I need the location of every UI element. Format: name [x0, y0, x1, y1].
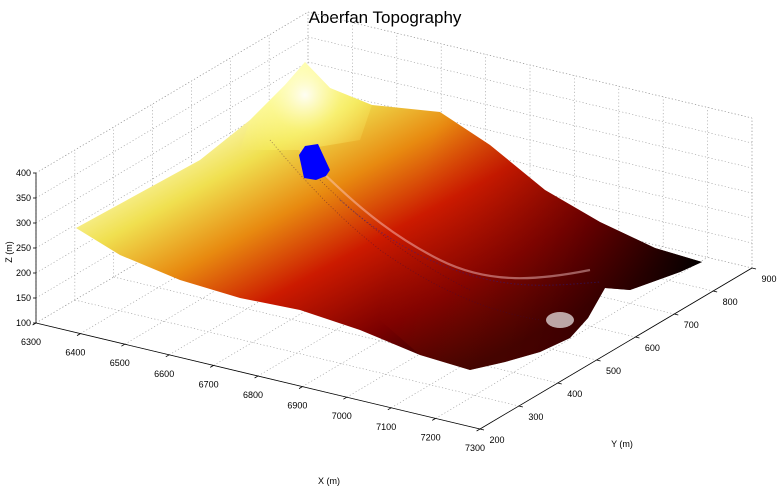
z-tick-label: 100 [16, 318, 31, 328]
peak-highlight [240, 62, 372, 150]
x-tick-mark [76, 333, 81, 336]
y-tick-mark [518, 405, 523, 408]
spoil-tip-marker [299, 144, 330, 180]
x-tick-mark [431, 418, 436, 421]
x-tick-label: 7000 [332, 411, 352, 421]
topography-surface [76, 62, 702, 370]
x-tick-label: 6800 [243, 390, 263, 400]
x-tick-mark [254, 375, 259, 379]
back-grid-line-z [307, 61, 753, 169]
z-axis-label: Z (m) [4, 241, 14, 263]
y-axis-label: Y (m) [611, 439, 633, 449]
back-grid-line-z [307, 36, 753, 144]
z-tick-label: 150 [16, 293, 31, 303]
x-tick-mark [209, 365, 214, 368]
y-tick-mark [557, 382, 562, 385]
x-tick-label: 6300 [21, 337, 41, 347]
box-edge [307, 11, 753, 119]
y-tick-label: 600 [645, 343, 660, 353]
y-axis-line [479, 267, 753, 430]
x-tick-label: 6400 [65, 348, 85, 358]
y-tick-label: 400 [567, 389, 582, 399]
y-tick-label: 900 [761, 274, 776, 284]
y-tick-label: 500 [606, 366, 621, 376]
x-tick-mark [476, 428, 481, 432]
floor-grid-line-y [74, 299, 519, 407]
back-grid-line-z [307, 86, 753, 194]
y-tick-label: 200 [489, 435, 504, 445]
y-tick-mark [713, 290, 718, 293]
y-tick-mark [479, 428, 485, 431]
y-tick-mark [596, 359, 601, 362]
y-tick-mark [751, 267, 757, 270]
y-tick-mark [635, 336, 640, 339]
valley-ridge [299, 149, 591, 280]
river-line [339, 199, 601, 286]
x-tick-mark [343, 396, 348, 400]
y-tick-label: 800 [723, 297, 738, 307]
x-tick-label: 6500 [110, 358, 130, 368]
x-tick-label: 6900 [287, 401, 307, 411]
z-tick-label: 250 [16, 243, 31, 253]
valley-contours [269, 139, 541, 321]
y-axis-ticks: 200 300 400 500 600 700 800 900 [479, 267, 777, 445]
surface-shadow [380, 112, 702, 370]
x-tick-label: 6600 [154, 369, 174, 379]
x-tick-mark [298, 386, 303, 389]
x-tick-mark [165, 354, 170, 358]
x-tick-label: 7300 [465, 443, 485, 453]
x-tick-label: 7200 [421, 432, 441, 442]
z-tick-label: 200 [16, 268, 31, 278]
z-tick-label: 400 [16, 168, 31, 178]
x-tick-label: 6700 [199, 379, 219, 389]
gully-highlight [546, 312, 574, 328]
x-tick-mark [121, 343, 126, 347]
back-grid-line-z [307, 111, 753, 219]
y-tick-mark [674, 313, 679, 316]
floor-grid-line-y [113, 276, 558, 384]
y-tick-label: 700 [684, 320, 699, 330]
x-axis-ticks: 6300 6400 6500 6600 6700 6800 6900 7000 7100 7200… [21, 322, 485, 453]
x-axis-label: X (m) [318, 476, 340, 486]
chart-title: Aberfan Topography [309, 8, 462, 27]
x-tick-mark [387, 407, 392, 411]
y-tick-label: 300 [528, 412, 543, 422]
z-tick-label: 300 [16, 218, 31, 228]
x-tick-label: 7100 [376, 422, 396, 432]
z-axis-ticks: 100 150 200 250 300 350 400 [16, 168, 36, 328]
z-tick-label: 350 [16, 193, 31, 203]
